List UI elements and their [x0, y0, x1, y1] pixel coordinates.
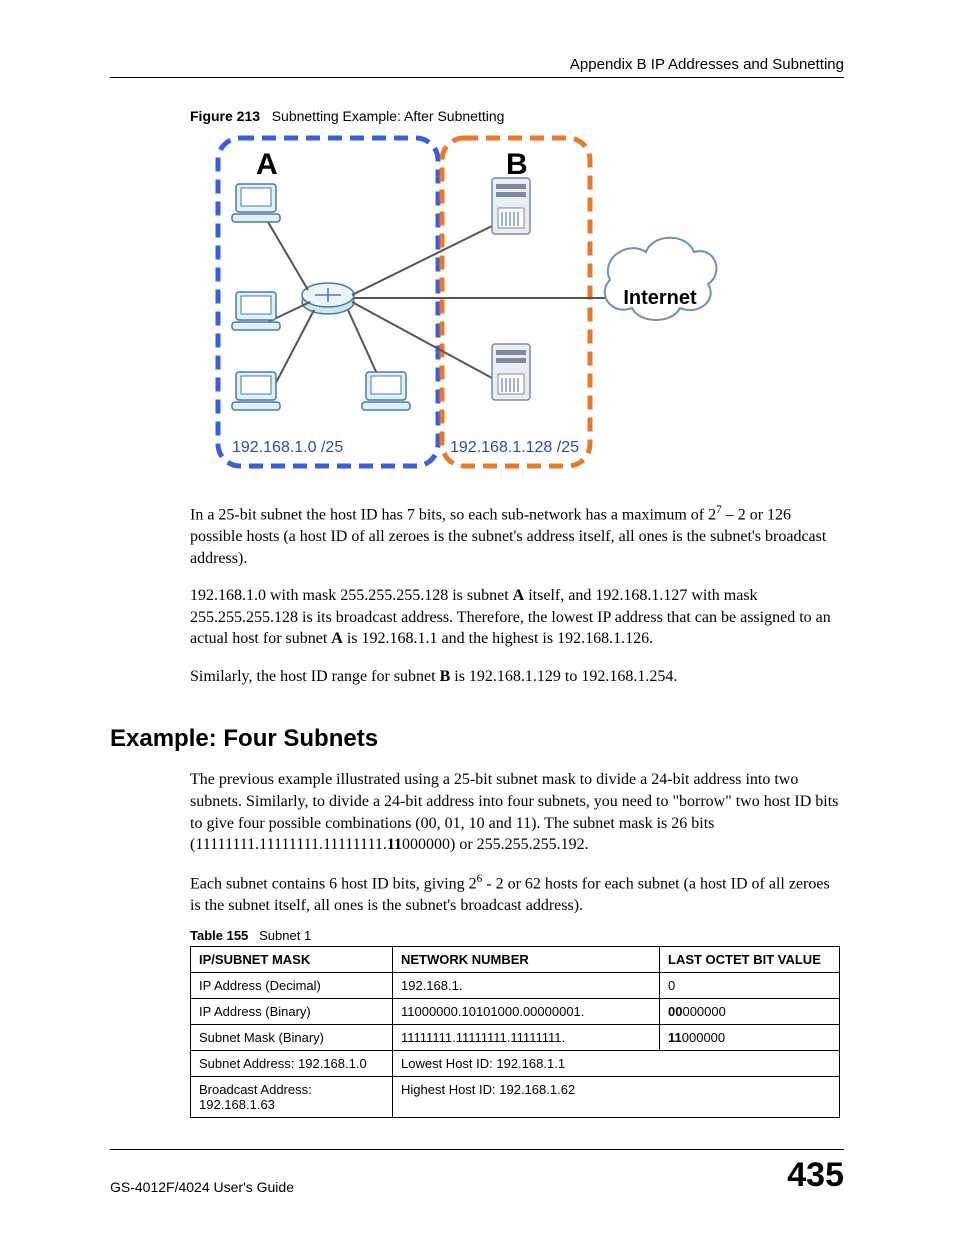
- subnet-b-letter: B: [506, 148, 528, 181]
- table-cell: Lowest Host ID: 192.168.1.1: [393, 1051, 840, 1077]
- table-cell: IP Address (Binary): [191, 999, 393, 1025]
- text: is 192.168.1.1 and the highest is 192.16…: [343, 630, 653, 647]
- figure-diagram: A B: [210, 130, 844, 485]
- text: 000000: [682, 1004, 725, 1019]
- bold-text: B: [440, 668, 451, 685]
- table-cell: 11111111.11111111.11111111.: [393, 1025, 660, 1051]
- text: Each subnet contains 6 host ID bits, giv…: [190, 875, 477, 892]
- pc-icon: [232, 372, 280, 410]
- pc-icon: [232, 292, 280, 330]
- bold-text: A: [331, 630, 343, 647]
- table-cell: Highest Host ID: 192.168.1.62: [393, 1077, 840, 1118]
- internet-cloud-icon: Internet: [605, 238, 717, 320]
- page-number: 435: [787, 1156, 844, 1195]
- subnet-a-cidr: 192.168.1.0 /25: [232, 439, 343, 456]
- text: In a 25-bit subnet the host ID has 7 bit…: [190, 506, 716, 523]
- table-caption: Table 155 Subnet 1: [190, 928, 844, 943]
- figure-label: Figure 213: [190, 108, 260, 124]
- text: Similarly, the host ID range for subnet: [190, 668, 440, 685]
- subnet-b-cidr: 192.168.1.128 /25: [450, 439, 579, 456]
- table-row: IP Address (Binary) 11000000.10101000.00…: [191, 999, 840, 1025]
- server-icon: [492, 344, 530, 400]
- text: 000000) or 255.255.255.192.: [402, 836, 589, 853]
- subnet-table: IP/SUBNET MASK NETWORK NUMBER LAST OCTET…: [190, 946, 840, 1118]
- text: 192.168.1.0 with mask 255.255.255.128 is…: [190, 587, 513, 604]
- table-label: Table 155: [190, 928, 248, 943]
- page-header: Appendix B IP Addresses and Subnetting: [110, 56, 844, 78]
- link-line: [268, 222, 308, 290]
- table-row: IP Address (Decimal) 192.168.1. 0: [191, 973, 840, 999]
- bold-text: 00: [668, 1004, 682, 1019]
- router-icon: [302, 283, 354, 314]
- page: Appendix B IP Addresses and Subnetting F…: [0, 0, 954, 1235]
- footer-guide-title: GS-4012F/4024 User's Guide: [110, 1179, 294, 1195]
- pc-icon: [232, 184, 280, 222]
- table-cell: 11000000.10101000.00000001.: [393, 999, 660, 1025]
- table-cell: Broadcast Address: 192.168.1.63: [191, 1077, 393, 1118]
- text: 000000: [682, 1030, 725, 1045]
- section-heading: Example: Four Subnets: [110, 725, 844, 753]
- table-cell: IP Address (Decimal): [191, 973, 393, 999]
- paragraph-3: Similarly, the host ID range for subnet …: [190, 666, 844, 688]
- paragraph-2: 192.168.1.0 with mask 255.255.255.128 is…: [190, 585, 844, 650]
- pc-icon: [362, 372, 410, 410]
- table-row: Subnet Mask (Binary) 11111111.11111111.1…: [191, 1025, 840, 1051]
- bold-text: A: [513, 587, 525, 604]
- table-header: LAST OCTET BIT VALUE: [660, 947, 840, 973]
- paragraph-5: Each subnet contains 6 host ID bits, giv…: [190, 872, 844, 917]
- bold-text: 11: [387, 836, 402, 853]
- table-cell: Subnet Mask (Binary): [191, 1025, 393, 1051]
- bold-text: 11: [668, 1030, 682, 1045]
- table-header: IP/SUBNET MASK: [191, 947, 393, 973]
- table-row: Broadcast Address: 192.168.1.63 Highest …: [191, 1077, 840, 1118]
- table-cell: 11000000: [660, 1025, 840, 1051]
- server-icon: [492, 178, 530, 234]
- internet-label: Internet: [623, 287, 697, 309]
- figure-title: Subnetting Example: After Subnetting: [272, 108, 505, 124]
- table-header: NETWORK NUMBER: [393, 947, 660, 973]
- header-text: Appendix B IP Addresses and Subnetting: [110, 56, 844, 73]
- subnet-diagram-svg: A B: [210, 130, 720, 480]
- subnet-a-letter: A: [256, 148, 278, 181]
- figure-caption: Figure 213 Subnetting Example: After Sub…: [190, 108, 844, 124]
- table-cell: 192.168.1.: [393, 973, 660, 999]
- table-cell: Subnet Address: 192.168.1.0: [191, 1051, 393, 1077]
- text: is 192.168.1.129 to 192.168.1.254.: [450, 668, 677, 685]
- paragraph-1: In a 25-bit subnet the host ID has 7 bit…: [190, 503, 844, 569]
- table-title: Subnet 1: [259, 928, 311, 943]
- paragraph-4: The previous example illustrated using a…: [190, 769, 844, 855]
- table-header-row: IP/SUBNET MASK NETWORK NUMBER LAST OCTET…: [191, 947, 840, 973]
- link-line: [352, 226, 492, 295]
- page-footer: GS-4012F/4024 User's Guide 435: [110, 1149, 844, 1195]
- table-cell: 0: [660, 973, 840, 999]
- table-row: Subnet Address: 192.168.1.0 Lowest Host …: [191, 1051, 840, 1077]
- table-cell: 00000000: [660, 999, 840, 1025]
